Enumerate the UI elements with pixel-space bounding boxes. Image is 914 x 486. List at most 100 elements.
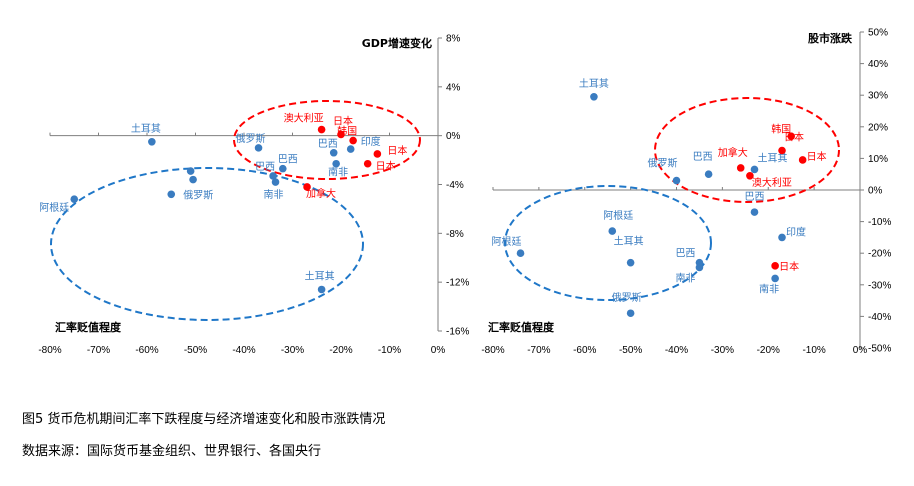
gdp-point-label: 俄罗斯	[236, 132, 266, 145]
gdp-blue-point	[346, 145, 355, 153]
gdp-red-point	[349, 136, 357, 145]
stock-blue-point	[590, 92, 598, 101]
stock-point-label: 日本	[807, 150, 827, 163]
gdp-point-label: 南非	[264, 188, 284, 201]
stock-blue-group-ellipse	[504, 185, 712, 301]
gdp-point-label: 土耳其	[131, 122, 161, 135]
gdp-blue-point	[148, 137, 156, 146]
stock-point-label: 南非	[675, 271, 695, 284]
stock-point-label: 土耳其	[614, 235, 644, 248]
gdp-point-label: 日本	[387, 144, 407, 157]
gdp-blue-point	[189, 175, 197, 184]
stock-point-label: 日本	[779, 260, 799, 273]
stock-x-tick-label: -30%	[711, 345, 734, 356]
gdp-blue-point	[167, 190, 176, 199]
stock-y-tick-label: -50%	[868, 344, 891, 355]
stock-y-tick-label: 20%	[868, 122, 888, 133]
gdp-point-label: 巴西	[278, 154, 298, 166]
stock-point-label: 俄罗斯	[648, 157, 678, 170]
gdp-blue-group-ellipse	[50, 167, 364, 321]
gdp-blue-point	[329, 148, 338, 157]
stock-x-tick-label: 0%	[853, 345, 868, 356]
stock-y-tick-label: -30%	[868, 280, 891, 291]
stock-point-label: 巴西	[693, 151, 713, 163]
gdp-red-point	[373, 150, 382, 158]
stock-red-point	[771, 262, 779, 270]
stock-point-label: 俄罗斯	[612, 291, 642, 304]
gdp-point-label: 巴西	[318, 138, 338, 150]
stock-point-label: 巴西	[744, 191, 764, 203]
gdp-blue-point	[269, 172, 277, 180]
stock-blue-point	[608, 227, 617, 235]
gdp-x-tick-label: -80%	[38, 345, 61, 356]
gdp-red-group-ellipse	[233, 100, 421, 180]
gdp-point-label: 韩国	[337, 125, 357, 138]
gdp-point-label: 日本	[376, 160, 396, 173]
gdp-x-tick-label: -20%	[329, 345, 352, 356]
gdp-blue-point	[70, 195, 79, 203]
gdp-red-point	[363, 159, 372, 168]
gdp-point-label: 澳大利亚	[284, 112, 324, 125]
gdp-blue-point	[271, 178, 280, 186]
stock-blue-point	[771, 274, 779, 283]
gdp-red-point	[303, 183, 311, 191]
stock-x-tick-label: -40%	[665, 345, 688, 356]
gdp-x-tick-label: -60%	[135, 345, 158, 356]
stock-red-point	[798, 156, 807, 164]
stock-y-tick-label: 50%	[868, 28, 888, 39]
stock-blue-point	[626, 258, 635, 267]
stock-point-label: 加拿大	[718, 146, 748, 159]
gdp-point-label: 加拿大	[306, 187, 336, 200]
gdp-blue-point	[279, 164, 287, 173]
stock-blue-point	[750, 165, 759, 174]
gdp-blue-point	[254, 144, 263, 152]
gdp-point-label: 日本	[333, 114, 353, 127]
gdp-y-tick-label: -8%	[446, 229, 464, 240]
gdp-scatter-chart: GDP增速变化 汇率贬值程度 8% 4% 0% -4% -8% -12% -16% -80% -…	[38, 34, 469, 357]
gdp-y-tick-label: -4%	[446, 180, 464, 191]
stock-blue-point	[750, 208, 759, 216]
gdp-point-label: 南非	[328, 166, 348, 179]
gdp-y-tick-label: -16%	[446, 327, 469, 338]
stock-point-label: 韩国	[771, 122, 791, 135]
stock-point-label: 阿根廷	[603, 209, 633, 222]
stock-point-label: 阿根廷	[492, 235, 522, 248]
gdp-blue-point	[186, 167, 195, 175]
gdp-x-tick-label: -50%	[184, 345, 207, 356]
gdp-red-point	[317, 125, 326, 134]
stock-x-tick-label: -20%	[757, 345, 780, 356]
stock-x-tick-label: -10%	[802, 345, 825, 356]
gdp-x-tick-label: -30%	[281, 345, 304, 356]
stock-y-tick-label: -20%	[868, 249, 891, 260]
stock-y-tick-label: 0%	[868, 186, 883, 197]
stock-point-label: 巴西	[675, 248, 695, 260]
gdp-point-label: 土耳其	[305, 269, 335, 282]
gdp-y-tick-label: 4%	[446, 82, 461, 93]
stock-y-tick-label: 10%	[868, 154, 888, 165]
stock-red-point	[787, 132, 795, 141]
stock-y-tick-label: -40%	[868, 312, 891, 323]
gdp-point-label: 巴西	[255, 161, 275, 173]
stock-red-point	[778, 146, 786, 155]
stock-point-label: 土耳其	[579, 77, 609, 90]
figure-caption: 图5 货币危机期间汇率下跌程度与经济增速变化和股市涨跌情况	[22, 412, 386, 427]
gdp-red-point	[337, 130, 345, 139]
stock-blue-point	[626, 309, 635, 318]
stock-blue-point	[778, 233, 786, 242]
stock-y-tick-label: 30%	[868, 91, 888, 102]
gdp-x-tick-label: -10%	[378, 345, 401, 356]
stock-point-label: 南非	[759, 282, 779, 295]
stock-blue-point	[516, 249, 525, 257]
stock-y-tick-label: -10%	[868, 217, 891, 228]
gdp-point-label: 俄罗斯	[183, 188, 213, 201]
stock-point-label: 印度	[786, 225, 806, 238]
stock-blue-point	[704, 170, 713, 178]
stock-blue-point	[672, 176, 681, 185]
gdp-y-tick-label: -12%	[446, 278, 469, 289]
stock-red-group-ellipse	[654, 97, 840, 203]
gdp-x-tick-label: -70%	[87, 345, 110, 356]
stock-x-tick-label: -60%	[573, 345, 596, 356]
stock-xlabel: 汇率贬值程度	[488, 320, 555, 334]
gdp-x-tick-label: 0%	[431, 345, 446, 356]
